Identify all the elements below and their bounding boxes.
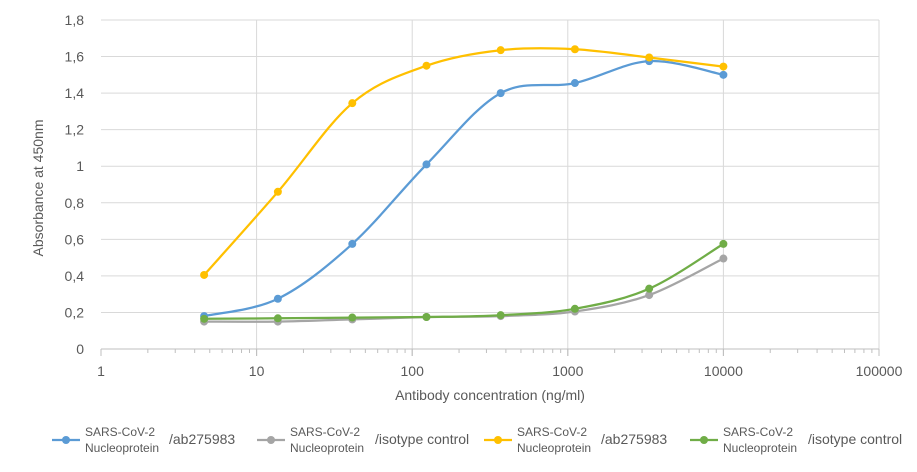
data-point: [645, 284, 654, 293]
y-tick-label: 0,4: [65, 268, 85, 284]
legend-marker: [62, 436, 70, 444]
data-point: [645, 53, 654, 62]
data-point: [200, 270, 209, 279]
data-point: [422, 160, 431, 169]
x-tick-label: 100000: [856, 363, 903, 379]
legend-label-line2: Nucleoprotein: [517, 441, 591, 455]
legend-marker: [700, 436, 708, 444]
x-axis-label: Antibody concentration (ng/ml): [395, 387, 585, 403]
legend-marker: [267, 436, 275, 444]
data-point: [496, 89, 505, 98]
tick-labels: 0 0,2 0,4 0,6 0,8 1 1,2 1,4 1,6 1,8 1 10 100 1000 1000…: [65, 12, 903, 379]
legend-label-line1: SARS-CoV-2: [517, 425, 587, 439]
data-point: [719, 239, 728, 248]
data-point: [496, 46, 505, 55]
x-tick-label: 1: [97, 363, 105, 379]
y-tick-label: 1,2: [65, 122, 85, 138]
y-axis-label: Absorbance at 450nm: [30, 120, 46, 257]
legend-label-line1: SARS-CoV-2: [85, 425, 155, 439]
data-point: [570, 45, 579, 54]
legend-label-line1: SARS-CoV-2: [290, 425, 360, 439]
data-point: [719, 70, 728, 79]
data-point: [645, 291, 654, 300]
legend-label-line2: Nucleoprotein: [723, 441, 797, 455]
series-line: [203, 47, 724, 276]
y-tick-label: 1: [76, 158, 84, 174]
legend-label-line1: SARS-CoV-2: [723, 425, 793, 439]
data-point: [273, 187, 282, 196]
gridlines: [101, 19, 880, 349]
data-point: [273, 314, 282, 323]
x-tick-label: 1000: [552, 363, 583, 379]
data-point: [200, 314, 209, 323]
series-line: [203, 59, 724, 318]
legend: SARS-CoV-2 Nucleoprotein/ab275983 SARS-CoV…: [52, 425, 902, 455]
x-tick-label: 100: [401, 363, 425, 379]
y-tick-label: 1,6: [65, 49, 85, 65]
legend-label-suffix: /ab275983: [601, 431, 667, 447]
legend-label-suffix: /isotype control: [808, 431, 902, 447]
y-tick-label: 1,4: [65, 85, 85, 101]
legend-label-line2: Nucleoprotein: [85, 441, 159, 455]
data-point: [570, 304, 579, 313]
y-tick-label: 0,2: [65, 304, 85, 320]
data-point: [719, 62, 728, 71]
data-point: [348, 313, 357, 322]
series-line: [204, 242, 724, 320]
data-point: [496, 311, 505, 320]
data-point: [719, 254, 728, 263]
data-point: [273, 294, 282, 303]
series-lines: [200, 45, 728, 326]
data-point: [570, 79, 579, 88]
data-point: [422, 61, 431, 70]
legend-marker: [494, 436, 502, 444]
y-tick-label: 0: [76, 341, 84, 357]
legend-label-suffix: /ab275983: [169, 431, 235, 447]
axes: [100, 348, 880, 356]
y-tick-label: 0,8: [65, 195, 85, 211]
x-tick-label: 10: [249, 363, 265, 379]
legend-label-suffix: /isotype control: [375, 431, 469, 447]
y-tick-label: 0,6: [65, 231, 85, 247]
data-point: [422, 313, 431, 322]
data-point: [348, 239, 357, 248]
x-tick-label: 10000: [704, 363, 743, 379]
data-point: [348, 99, 357, 108]
y-tick-label: 1,8: [65, 12, 85, 28]
legend-label-line2: Nucleoprotein: [290, 441, 364, 455]
